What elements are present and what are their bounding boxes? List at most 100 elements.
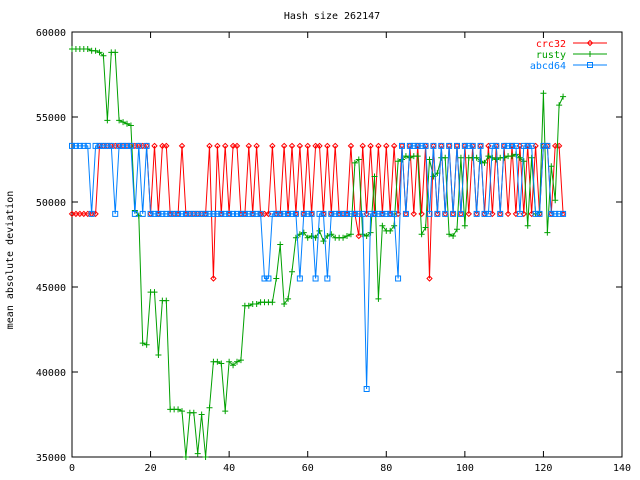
data-point-rusty (116, 117, 123, 124)
data-point-abcd64 (108, 142, 115, 149)
data-point-abcd64 (253, 210, 260, 217)
data-point-rusty (328, 231, 335, 238)
data-point-abcd64 (285, 210, 292, 217)
data-point-rusty (426, 156, 433, 163)
data-point-abcd64 (124, 142, 130, 149)
data-point-abcd64 (308, 210, 315, 217)
data-point-rusty (324, 233, 331, 239)
data-point-abcd64 (76, 142, 83, 149)
data-point-rusty (461, 222, 468, 229)
y-tick-label: 35000 (36, 453, 66, 464)
y-tick-label: 55000 (36, 113, 66, 124)
data-point-crc32 (465, 210, 472, 218)
data-point-abcd64 (257, 210, 264, 217)
axis-ticks: 35000 40000 45000 50000 55000 60000 0 20 40 60 80 1… (36, 28, 631, 474)
data-point-abcd64 (359, 210, 366, 217)
data-point-abcd64 (80, 142, 87, 149)
data-point-rusty (222, 408, 229, 415)
data-point-rusty (96, 49, 103, 56)
data-point-rusty (363, 233, 370, 239)
data-point-abcd64 (277, 210, 284, 217)
data-point-rusty (548, 163, 555, 170)
data-point-abcd64 (190, 210, 197, 217)
data-point-abcd64 (461, 142, 468, 149)
data-point-rusty (414, 153, 421, 160)
data-point-rusty (104, 117, 111, 124)
data-point-crc32 (347, 142, 355, 150)
data-point-abcd64 (214, 210, 221, 217)
data-point-crc32 (383, 142, 390, 150)
data-point-crc32 (233, 142, 241, 150)
data-point-abcd64 (395, 275, 402, 282)
data-point-abcd64 (131, 210, 138, 217)
data-point-crc32 (355, 232, 362, 240)
data-point-rusty (163, 297, 170, 304)
data-point-rusty (281, 301, 288, 307)
legend-marker-abcd64 (587, 62, 593, 68)
data-point-rusty (375, 295, 382, 302)
legend-label-crc32: crc32 (536, 39, 566, 50)
data-point-abcd64 (151, 210, 158, 217)
data-point-abcd64 (100, 142, 107, 149)
data-point-abcd64 (414, 142, 421, 149)
data-point-abcd64 (489, 142, 496, 149)
data-point-abcd64 (536, 210, 543, 217)
data-point-crc32 (288, 142, 296, 150)
data-point-crc32 (214, 142, 221, 150)
data-point-abcd64 (159, 210, 166, 217)
data-point-abcd64 (481, 210, 488, 217)
data-point-abcd64 (520, 142, 527, 149)
data-point-rusty (442, 154, 449, 161)
data-point-abcd64 (465, 142, 472, 149)
data-point-rusty (340, 234, 347, 241)
data-point-rusty (477, 158, 484, 165)
data-point-rusty (481, 159, 488, 166)
data-point-abcd64 (418, 142, 425, 149)
data-point-abcd64 (155, 210, 162, 217)
data-point-abcd64 (234, 210, 240, 217)
data-point-rusty (489, 154, 496, 161)
data-point-abcd64 (540, 142, 547, 149)
data-point-rusty (112, 49, 119, 56)
data-point-abcd64 (116, 142, 123, 149)
data-point-rusty (151, 289, 158, 296)
data-point-rusty (501, 154, 508, 161)
data-point-rusty (175, 406, 182, 413)
data-point-abcd64 (222, 210, 229, 217)
data-point-abcd64 (340, 210, 347, 217)
data-point-abcd64 (410, 142, 417, 149)
data-point-rusty (273, 275, 280, 282)
data-point-rusty (84, 46, 91, 52)
data-point-abcd64 (556, 210, 563, 217)
legend-label-rusty: rusty (536, 50, 566, 61)
data-point-abcd64 (230, 210, 237, 217)
data-point-abcd64 (457, 210, 464, 217)
data-point-abcd64 (450, 210, 457, 217)
data-point-rusty (245, 302, 252, 309)
data-point-abcd64 (186, 210, 193, 217)
chart-title: Hash size 262147 (284, 11, 380, 22)
data-point-rusty (387, 227, 394, 234)
data-point-abcd64 (332, 210, 339, 217)
data-point-abcd64 (92, 142, 99, 149)
data-point-abcd64 (497, 210, 504, 217)
data-point-rusty (308, 233, 315, 239)
data-point-crc32 (324, 142, 331, 150)
data-point-rusty (292, 234, 299, 241)
series-layer (68, 46, 567, 460)
y-axis-label: mean absolute deviation (5, 191, 16, 329)
data-point-abcd64 (528, 142, 535, 149)
data-point-crc32 (504, 210, 512, 218)
data-point-rusty (214, 358, 221, 365)
data-point-rusty (528, 154, 535, 161)
data-point-abcd64 (96, 142, 103, 149)
y-tick-label: 60000 (36, 28, 66, 39)
data-point-abcd64 (292, 210, 299, 217)
data-point-rusty (355, 156, 362, 163)
data-point-rusty (218, 360, 225, 367)
data-point-abcd64 (552, 210, 559, 217)
y-tick-label: 45000 (36, 283, 66, 294)
data-point-abcd64 (120, 142, 127, 149)
data-point-abcd64 (422, 142, 429, 149)
